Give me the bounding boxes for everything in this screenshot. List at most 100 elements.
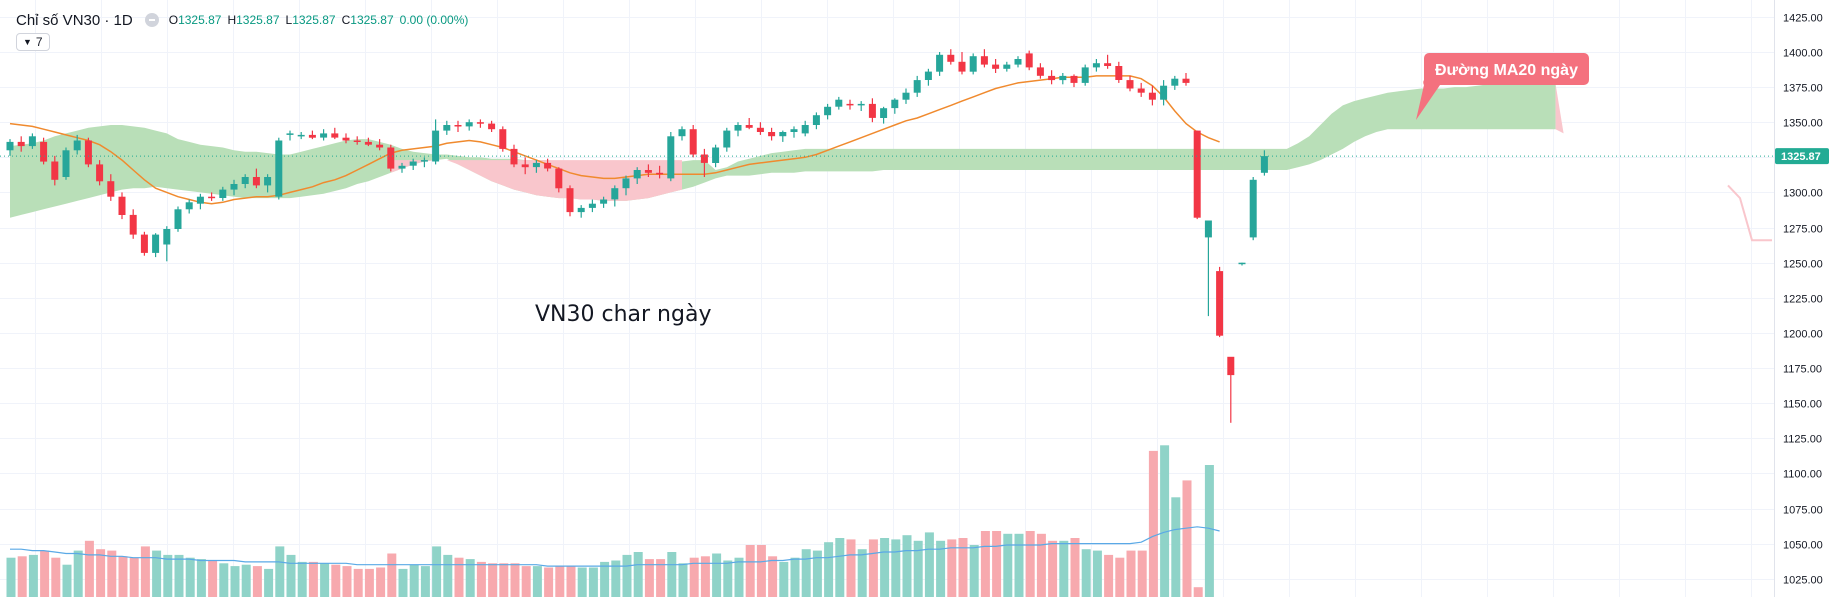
candle — [868, 98, 876, 123]
volume-bar — [1204, 465, 1214, 597]
chart-legend[interactable]: Chỉ số VN30 · 1D O1325.87 H1325.87 L1325… — [16, 10, 474, 30]
volume-bar — [880, 538, 890, 597]
ichimoku-cloud — [10, 82, 1772, 242]
volume-bar — [588, 567, 598, 597]
candle — [443, 120, 451, 135]
candle-body — [1160, 85, 1168, 100]
candle — [107, 174, 115, 201]
volume-bar — [936, 540, 946, 597]
candle-body — [633, 170, 641, 179]
candle-body — [297, 134, 305, 137]
candle-body — [118, 196, 126, 215]
y-tick-label: 1050.00 — [1783, 540, 1823, 552]
candle-body — [656, 172, 664, 175]
y-tick-label: 1350.00 — [1783, 118, 1823, 130]
candle-body — [1249, 179, 1257, 238]
candle-body — [342, 137, 350, 141]
y-tick-label: 1200.00 — [1783, 329, 1823, 341]
candle-body — [219, 189, 227, 198]
candle-body — [544, 162, 552, 169]
candle-body — [1092, 63, 1100, 68]
candle-body — [398, 165, 406, 169]
volume-bar — [6, 557, 16, 597]
candle-body — [801, 125, 809, 134]
candle-body — [1048, 75, 1056, 81]
candle — [364, 137, 372, 147]
candle-body — [208, 196, 216, 199]
candle-body — [891, 99, 899, 109]
candle — [73, 134, 81, 155]
candle — [118, 192, 126, 220]
volume-bar — [689, 557, 699, 597]
volume-ma-line — [10, 526, 1220, 567]
volume-bar — [476, 561, 486, 597]
volume-bar — [913, 540, 923, 597]
candle-body — [600, 199, 608, 204]
callout-bubble — [1416, 53, 1589, 120]
volume-bar — [667, 552, 677, 597]
candle — [600, 196, 608, 208]
candle-body — [1104, 63, 1112, 66]
volume-bar — [1104, 554, 1114, 597]
candle — [768, 127, 776, 141]
volume-bar — [465, 559, 475, 597]
volume-bar — [454, 557, 464, 597]
candle — [1036, 63, 1044, 79]
volume-bar — [84, 540, 94, 597]
change-value: 0.00 (0.00%) — [399, 13, 469, 27]
candle-body — [835, 99, 843, 107]
volume-bar — [902, 535, 912, 597]
volume-bar — [1070, 538, 1080, 597]
candle-body — [84, 140, 92, 165]
candle — [40, 137, 48, 165]
candle-body — [745, 125, 753, 128]
volume-bar — [51, 557, 61, 597]
candle-body — [454, 125, 462, 127]
ma20-path — [9, 75, 1220, 205]
candle-body — [6, 141, 14, 151]
candle-body — [980, 56, 988, 65]
candle-body — [1081, 67, 1089, 83]
ma20-callout[interactable]: Đường MA20 ngày — [1416, 53, 1589, 120]
volume-bar — [208, 560, 218, 597]
volume-bar — [387, 553, 397, 597]
volume-bar — [1081, 549, 1091, 597]
candle-body — [17, 141, 25, 147]
volume-bar — [700, 556, 710, 597]
price-axis[interactable]: 1025.00 1050.00 1075.00 1100.00 1125.00 1150.… — [1783, 13, 1823, 587]
candle — [387, 144, 395, 172]
candle — [353, 136, 361, 145]
close-value: C1325.87 — [341, 13, 394, 27]
volume-bar — [980, 531, 990, 597]
candle-body — [532, 162, 540, 168]
candle-body — [1025, 53, 1033, 68]
volume-bar — [756, 545, 766, 597]
volume-bar — [1171, 497, 1181, 597]
candlesticks[interactable] — [6, 49, 1268, 423]
candle-body — [40, 141, 48, 162]
indicators-toggle-button[interactable]: ▼ 7 — [16, 33, 50, 51]
candle-body — [958, 61, 966, 72]
candle — [1115, 61, 1123, 83]
candle — [712, 144, 720, 168]
candle — [790, 126, 798, 138]
candle-body — [1036, 67, 1044, 76]
candle — [700, 148, 708, 177]
y-tick-label: 1250.00 — [1783, 259, 1823, 271]
volume-bar — [1126, 550, 1136, 597]
volume-bar — [286, 554, 296, 597]
y-tick-label: 1175.00 — [1783, 364, 1822, 376]
candle — [196, 193, 204, 210]
candle-body — [756, 127, 764, 132]
candle — [420, 157, 428, 168]
volume-bar — [398, 568, 408, 597]
volume-bar — [891, 539, 901, 597]
volume-bar — [163, 554, 173, 597]
candle-body — [409, 161, 417, 166]
volume-bar — [768, 556, 778, 597]
symbol-title[interactable]: Chỉ số VN30 · 1D — [16, 11, 133, 29]
candle — [230, 179, 238, 196]
y-tick-label: 1425.00 — [1783, 13, 1823, 25]
candle — [622, 175, 630, 196]
